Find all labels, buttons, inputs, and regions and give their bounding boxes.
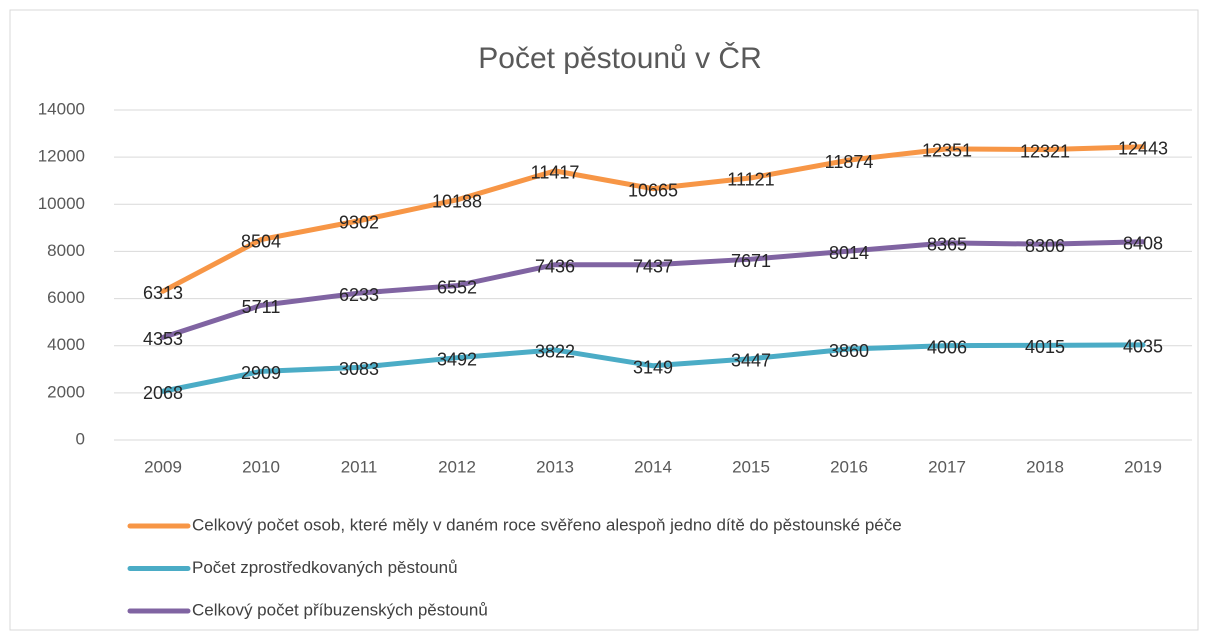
data-label: 3447 [731,350,771,370]
x-tick-label: 2015 [732,457,770,476]
y-tick-label: 8000 [47,241,85,260]
x-tick-label: 2014 [634,457,672,476]
legend-label: Celkový počet příbuzenských pěstounů [192,600,488,619]
x-tick-label: 2011 [341,457,378,476]
data-label: 12443 [1118,138,1168,158]
data-label: 6313 [143,283,183,303]
x-tick-label: 2017 [928,457,966,476]
data-label: 8504 [241,231,281,251]
chart-border [9,9,1199,631]
data-label: 4035 [1123,337,1163,357]
data-label: 10188 [432,192,482,212]
y-tick-label: 14000 [38,99,85,118]
data-label: 8014 [829,243,869,263]
data-label: 8408 [1123,234,1163,254]
data-label: 8365 [927,235,967,255]
data-label: 3822 [535,342,575,362]
data-label: 11874 [825,152,874,172]
x-tick-label: 2013 [536,457,574,476]
data-label: 11417 [531,163,580,183]
data-label: 12321 [1020,141,1070,161]
data-label: 8306 [1025,236,1065,256]
data-label: 4006 [927,337,967,357]
data-label: 3860 [829,341,869,361]
x-tick-label: 2016 [830,457,868,476]
y-tick-label: 6000 [47,288,85,307]
x-tick-label: 2019 [1124,457,1162,476]
data-label: 9302 [339,212,379,232]
x-tick-label: 2012 [438,457,476,476]
data-label: 4015 [1025,337,1065,357]
data-label: 7436 [535,256,575,276]
y-tick-label: 10000 [38,194,85,213]
series-line [160,144,1146,294]
x-tick-label: 2009 [144,457,182,476]
y-tick-label: 12000 [38,147,85,166]
data-label: 5711 [242,297,281,317]
x-tick-label: 2018 [1026,457,1064,476]
data-label: 7437 [633,256,673,276]
legend-label: Celkový počet osob, které měly v daném r… [192,515,902,534]
data-label: 3083 [339,359,379,379]
series-line [160,342,1146,394]
data-label: 3492 [437,349,477,369]
data-label: 11121 [727,170,774,190]
data-label: 2909 [241,363,281,383]
x-tick-label: 2010 [242,457,280,476]
data-label: 7671 [731,251,771,271]
series-line [160,239,1146,340]
chart-title: Počet pěstounů v ČR [478,41,762,75]
data-label: 3149 [633,358,673,378]
data-label: 2068 [143,383,183,403]
data-label: 4353 [143,329,183,349]
data-label: 12351 [922,141,972,161]
y-tick-label: 4000 [47,335,85,354]
data-label: 6233 [339,285,379,305]
legend-label: Počet zprostředkovaných pěstounů [192,558,458,577]
y-tick-label: 2000 [47,382,85,401]
data-label: 10665 [628,180,678,200]
data-label: 6552 [437,277,477,297]
y-tick-label: 0 [76,429,85,448]
